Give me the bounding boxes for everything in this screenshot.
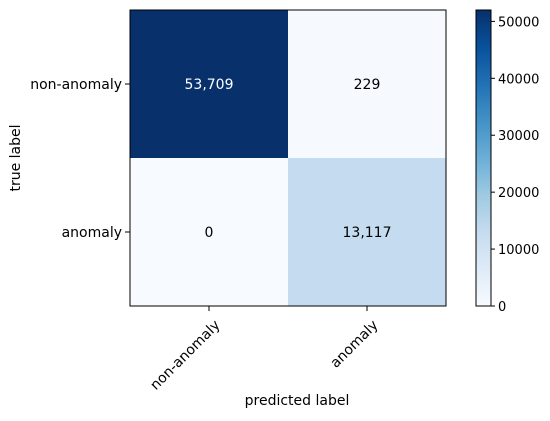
colorbar-tick-label: 20000	[498, 186, 539, 201]
heatmap-cells	[130, 10, 446, 306]
cell-value-label: 53,709	[185, 77, 234, 93]
heatmap-cell	[288, 10, 446, 158]
cell-value-label: 229	[354, 77, 381, 93]
colorbar-tick-label: 10000	[498, 243, 539, 258]
heatmap-cell	[130, 10, 288, 158]
x-axis: non-anomaly anomaly	[147, 306, 382, 394]
colorbar-ticks: 0 10000 20000 30000 40000 50000	[491, 15, 539, 315]
plot-frame	[129, 9, 447, 307]
cell-value-label: 0	[205, 225, 214, 241]
colorbar-tick-label: 0	[498, 300, 506, 315]
heatmap-cell-labels: 53,709 229 0 13,117	[185, 77, 392, 241]
y-axis-label: true label	[8, 124, 24, 191]
y-tick-label: anomaly	[62, 225, 122, 241]
colorbar-tick-label: 40000	[498, 72, 539, 87]
heatmap-cell	[288, 158, 446, 306]
heatmap-cell	[130, 158, 288, 306]
colorbar-tick-label: 30000	[498, 129, 539, 144]
x-tick-label: non-anomaly	[147, 317, 223, 393]
colorbar-tick-label: 50000	[498, 15, 539, 30]
colorbar	[475, 9, 492, 307]
cell-value-label: 13,117	[343, 225, 392, 241]
x-tick-label: anomaly	[328, 317, 382, 371]
y-tick-label: non-anomaly	[30, 77, 122, 93]
x-axis-label: predicted label	[245, 393, 350, 409]
y-axis: non-anomaly anomaly	[30, 77, 130, 241]
